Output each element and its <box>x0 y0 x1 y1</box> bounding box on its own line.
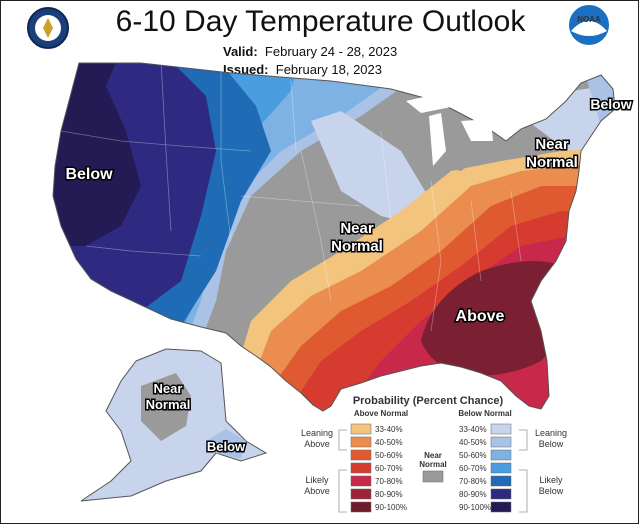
legend-below-swatch <box>490 488 512 500</box>
label-near-normal-ne-2: Normal <box>526 154 578 171</box>
legend-leaning-below-1: Leaning <box>535 428 567 438</box>
legend-near-normal-2: Normal <box>419 460 447 469</box>
label-near-normal-central-2: Normal <box>331 238 383 255</box>
page-title: 6-10 Day Temperature Outlook <box>115 5 526 38</box>
label-above-se: Above <box>456 308 505 325</box>
valid-value: February 24 - 28, 2023 <box>264 44 398 59</box>
legend-leaning-above-2: Above <box>304 439 330 449</box>
legend-likely-below-2: Below <box>539 486 564 496</box>
valid-line: Valid: February 24 - 28, 2023 <box>223 44 397 59</box>
legend-bracket-leaning-below <box>519 429 528 451</box>
legend-bracket-leaning-above <box>338 429 347 451</box>
legend-leaning-below-2: Below <box>539 439 564 449</box>
legend-above-swatch <box>350 436 372 448</box>
legend-below-range: 33-40% <box>459 425 487 434</box>
legend-leaning-above-1: Leaning <box>301 428 333 438</box>
legend-above-range: 70-80% <box>375 477 403 486</box>
label-near-normal-central-1: Near <box>340 220 374 237</box>
legend: Probability (Percent Chance) Above Norma… <box>301 395 567 513</box>
noaa-bird-shape <box>571 21 607 36</box>
legend-above-header: Above Normal <box>354 409 408 418</box>
alaska-below-40 <box>206 429 246 459</box>
legend-above-range: 90-100% <box>375 503 407 512</box>
logo-doc-seal <box>27 7 69 49</box>
us-outline <box>52 62 616 412</box>
valid-label: Valid: <box>223 44 258 59</box>
legend-below-swatch <box>490 436 512 448</box>
below-band-33-central <box>311 111 431 226</box>
legend-likely-above-1: Likely <box>305 475 329 485</box>
lake-superior <box>406 93 456 113</box>
legend-below-swatch <box>490 462 512 474</box>
legend-near-normal-1: Near <box>424 451 442 460</box>
legend-below-swatch <box>490 501 512 513</box>
legend-above-swatch <box>350 423 372 435</box>
doc-seal-emblem <box>43 18 53 38</box>
legend-above-swatch <box>350 501 372 513</box>
lake-huron <box>461 119 493 141</box>
issued-line: Issued: February 18, 2023 <box>223 62 382 77</box>
legend-above-swatch <box>350 462 372 474</box>
legend-likely-above-2: Above <box>304 486 330 496</box>
legend-rows: 33-40% 33-40% 40-50% 40-50% 50-60% 50-60% 60-7… <box>350 423 512 513</box>
legend-below-header: Below Normal <box>458 409 511 418</box>
label-near-normal-alaska-2: Normal <box>146 397 191 412</box>
legend-likely-below-1: Likely <box>539 475 563 485</box>
legend-below-swatch <box>490 449 512 461</box>
legend-bracket-likely-below <box>519 469 528 513</box>
legend-below-swatch <box>490 423 512 435</box>
legend-above-range: 50-60% <box>375 451 403 460</box>
legend-below-range: 90-100% <box>459 503 491 512</box>
label-near-normal-ne-1: Near <box>535 136 569 153</box>
legend-above-range: 80-90% <box>375 490 403 499</box>
below-band-90 <box>53 63 141 246</box>
legend-above-swatch <box>350 475 372 487</box>
label-below-alaska: Below <box>207 439 246 454</box>
alaska-near-normal <box>141 373 191 441</box>
label-below-west: Below <box>65 166 113 183</box>
contiguous-us <box>53 63 615 411</box>
issued-value: February 18, 2023 <box>275 62 382 77</box>
state-borders <box>60 63 522 332</box>
legend-above-swatch <box>350 449 372 461</box>
legend-below-range: 70-80% <box>459 477 487 486</box>
alaska <box>80 348 268 502</box>
legend-below-range: 50-60% <box>459 451 487 460</box>
legend-bracket-likely-above <box>338 469 347 513</box>
legend-below-range: 60-70% <box>459 464 487 473</box>
logo-noaa: NOAA <box>567 3 611 47</box>
above-band-80 <box>421 261 573 376</box>
legend-below-swatch <box>490 475 512 487</box>
legend-title: Probability (Percent Chance) <box>353 395 504 407</box>
legend-above-range: 60-70% <box>375 464 403 473</box>
label-below-ne: Below <box>590 96 631 112</box>
legend-below-range: 40-50% <box>459 438 487 447</box>
legend-above-range: 40-50% <box>375 438 403 447</box>
legend-near-normal-swatch <box>422 470 444 483</box>
legend-above-range: 33-40% <box>375 425 403 434</box>
label-near-normal-alaska-1: Near <box>154 381 183 396</box>
noaa-logo-text: NOAA <box>577 15 601 24</box>
legend-below-range: 80-90% <box>459 490 487 499</box>
legend-above-swatch <box>350 488 372 500</box>
lake-michigan <box>429 113 446 166</box>
